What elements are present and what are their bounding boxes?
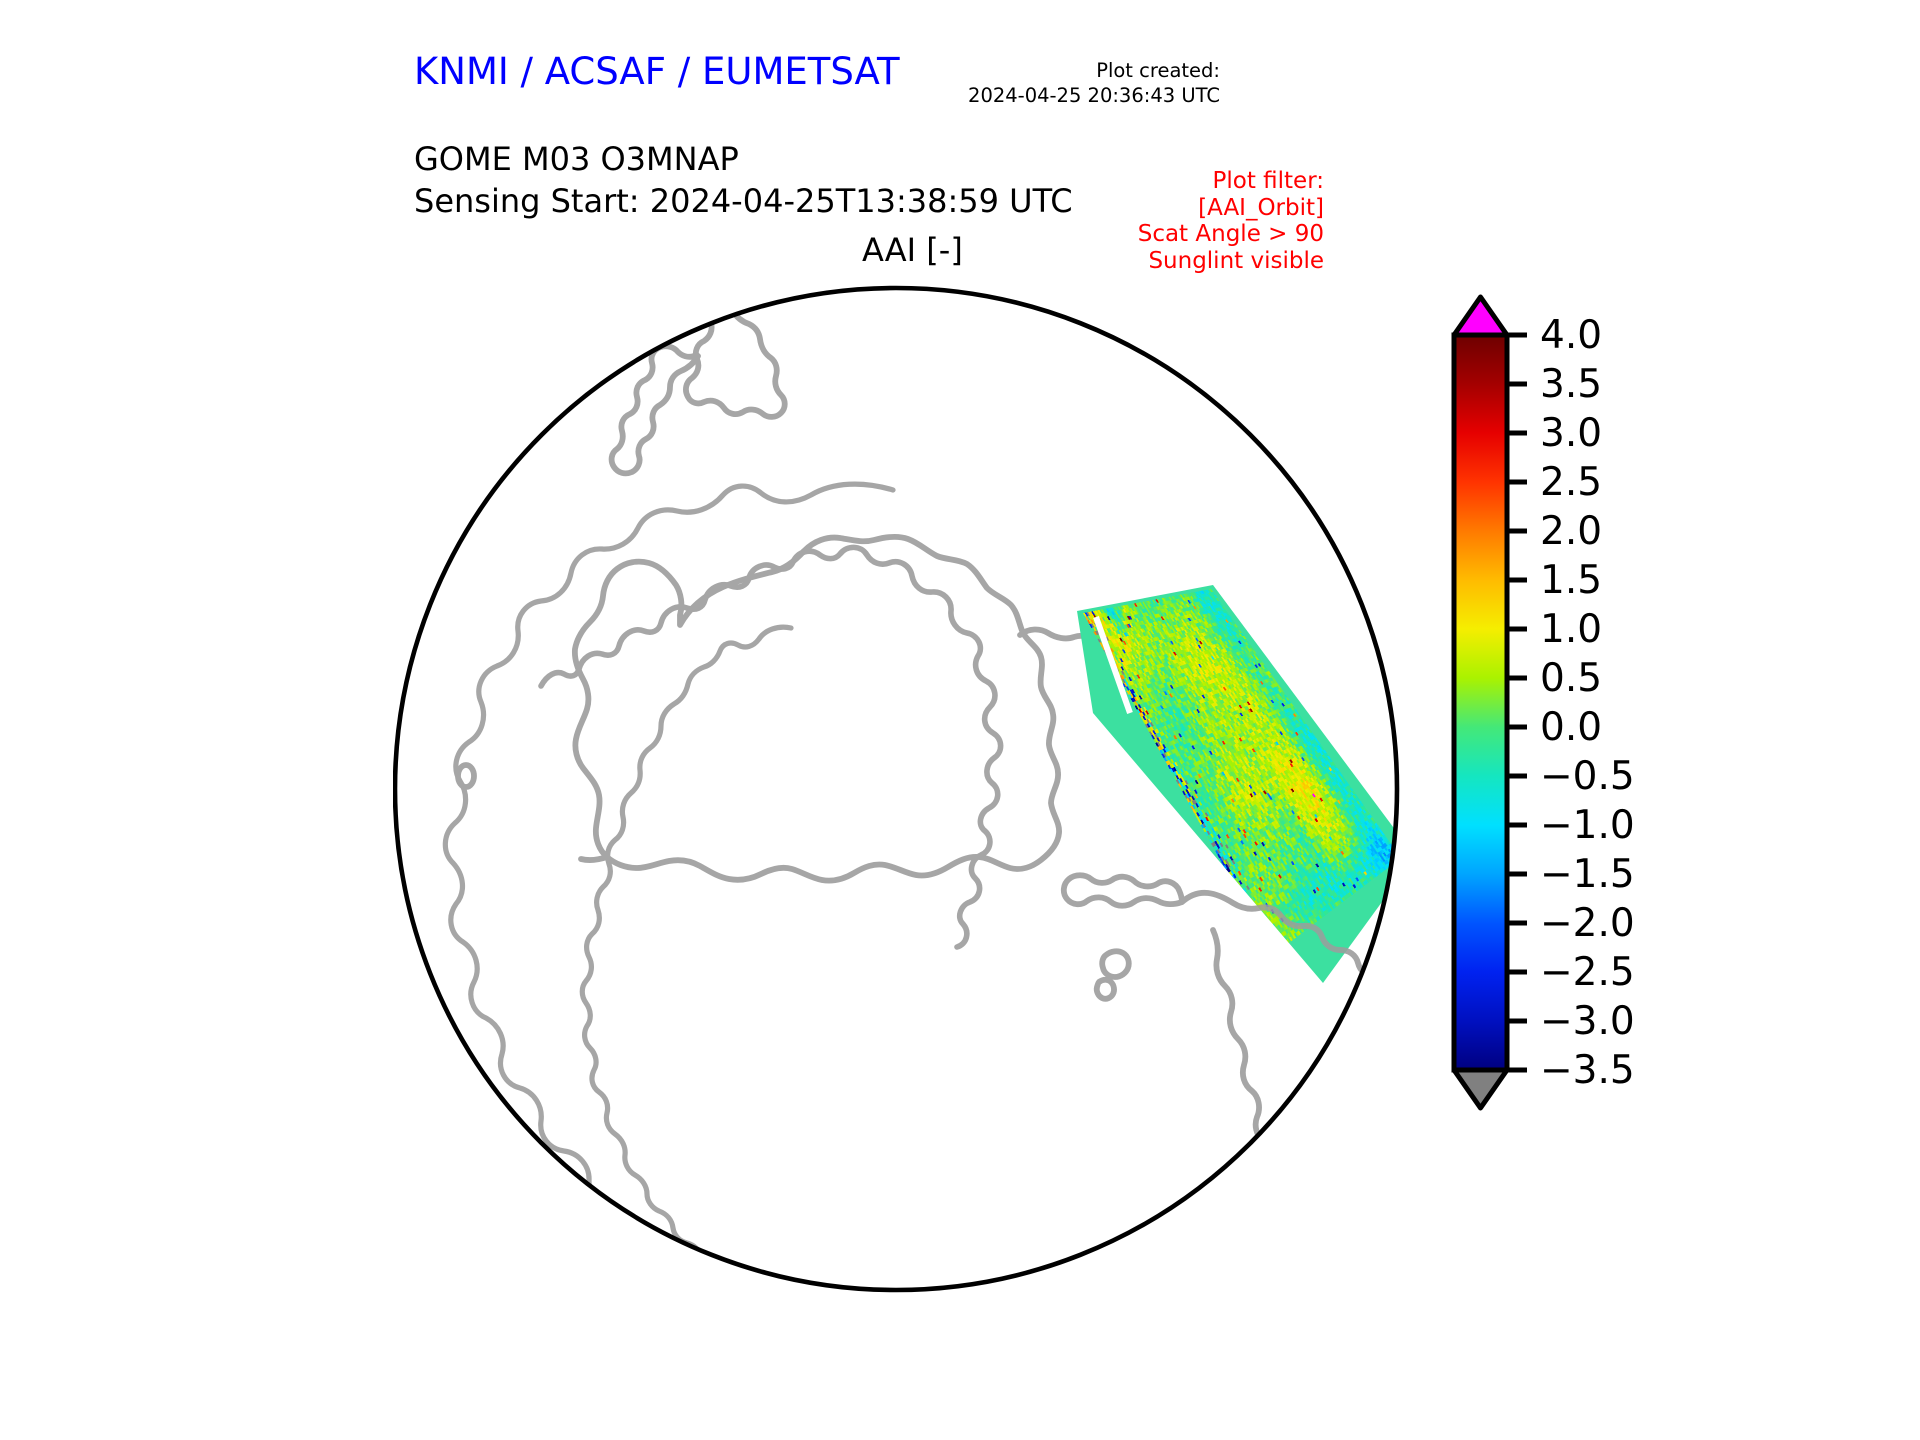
coast-macquarie — [433, 379, 466, 409]
plot-created-value: 2024-04-25 20:36:43 UTC — [968, 84, 1220, 107]
colorbar: 4.0 3.5 3.0 2.5 2.0 1.5 1.0 0.5 0.0 −0.5 −1.0 −1.5−… — [1444, 285, 1704, 1305]
colorbar-tick-label: −2.5 — [1540, 950, 1635, 995]
colorbar-ticks: 4.03.53.02.52.01.51.00.50.0−0.5−1.0−1.5−… — [1507, 313, 1635, 1093]
colorbar-tick-label: 0.5 — [1540, 656, 1602, 701]
antarctica-coastline — [579, 624, 794, 1290]
coast-falklands — [1099, 948, 1132, 980]
coast-antarctica — [571, 533, 1062, 884]
colorbar-gradient — [1454, 335, 1507, 1070]
polar-map — [393, 283, 1403, 1299]
coast-tasmania — [437, 397, 507, 473]
plot-created-label: Plot created: — [1096, 59, 1220, 82]
aai-pixel-grid — [1083, 589, 1397, 955]
plot-filter-scat-angle: Scat Angle > 90 — [1137, 221, 1324, 247]
colorbar-over-arrow — [1451, 294, 1510, 338]
colorbar-tick-label: 0.0 — [1540, 705, 1602, 750]
colorbar-tick-label: −2.0 — [1540, 901, 1635, 946]
colorbar-tick-label: 1.0 — [1540, 607, 1602, 652]
limb-disc — [395, 288, 1397, 1290]
plot-filter-name: [AAI_Orbit] — [1198, 194, 1324, 221]
colorbar-tick-label: −3.0 — [1540, 999, 1635, 1044]
colorbar-tick-label: 1.5 — [1540, 558, 1602, 603]
coast-south-georgia — [1093, 976, 1117, 1002]
coastline-layer — [538, 544, 1004, 950]
coast-island-small — [455, 762, 477, 790]
coast-south-america-west — [1060, 872, 1185, 909]
plot-title-block: GOME M03 O3MNAP Sensing Start: 2024-04-2… — [414, 138, 1073, 222]
instrument-title: GOME M03 O3MNAP — [414, 140, 739, 178]
coast-andes-tail — [1210, 927, 1273, 1167]
limb-circle — [393, 285, 1400, 1293]
organisation-title: KNMI / ACSAF / EUMETSAT — [414, 50, 900, 93]
plot-filter-label: Plot filter: — [1212, 168, 1324, 194]
variable-label: AAI [-] — [862, 231, 963, 269]
colorbar-under-arrow — [1451, 1067, 1510, 1111]
colorbar-tick-label: 3.5 — [1540, 362, 1602, 407]
coast-new-zealand — [683, 305, 788, 420]
colorbar-tick-label: 2.5 — [1540, 460, 1602, 505]
colorbar-tick-label: −1.5 — [1540, 852, 1635, 897]
colorbar-frame — [1451, 332, 1510, 1073]
plot-filter-block: Plot filter: [AAI_Orbit] Scat Angle > 90… — [864, 168, 1324, 274]
colorbar-tick-label: −3.5 — [1540, 1048, 1635, 1093]
coast-ross-notch — [578, 854, 610, 863]
colorbar-tick-label: −0.5 — [1540, 754, 1635, 799]
plot-filter-sunglint: Sunglint visible — [1148, 247, 1324, 274]
colorbar-tick-label: 2.0 — [1540, 509, 1602, 554]
sensing-start-title: Sensing Start: 2024-04-25T13:38:59 UTC — [414, 182, 1073, 220]
colorbar-tick-label: −1.0 — [1540, 803, 1635, 848]
plot-created-block: Plot created: 2024-04-25 20:36:43 UTC — [800, 58, 1220, 108]
colorbar-tick-label: 3.0 — [1540, 411, 1602, 456]
colorbar-tick-label: 4.0 — [1540, 313, 1602, 358]
antarctica-coastline-path — [538, 544, 1004, 950]
swath-gap-line — [1093, 615, 1133, 715]
